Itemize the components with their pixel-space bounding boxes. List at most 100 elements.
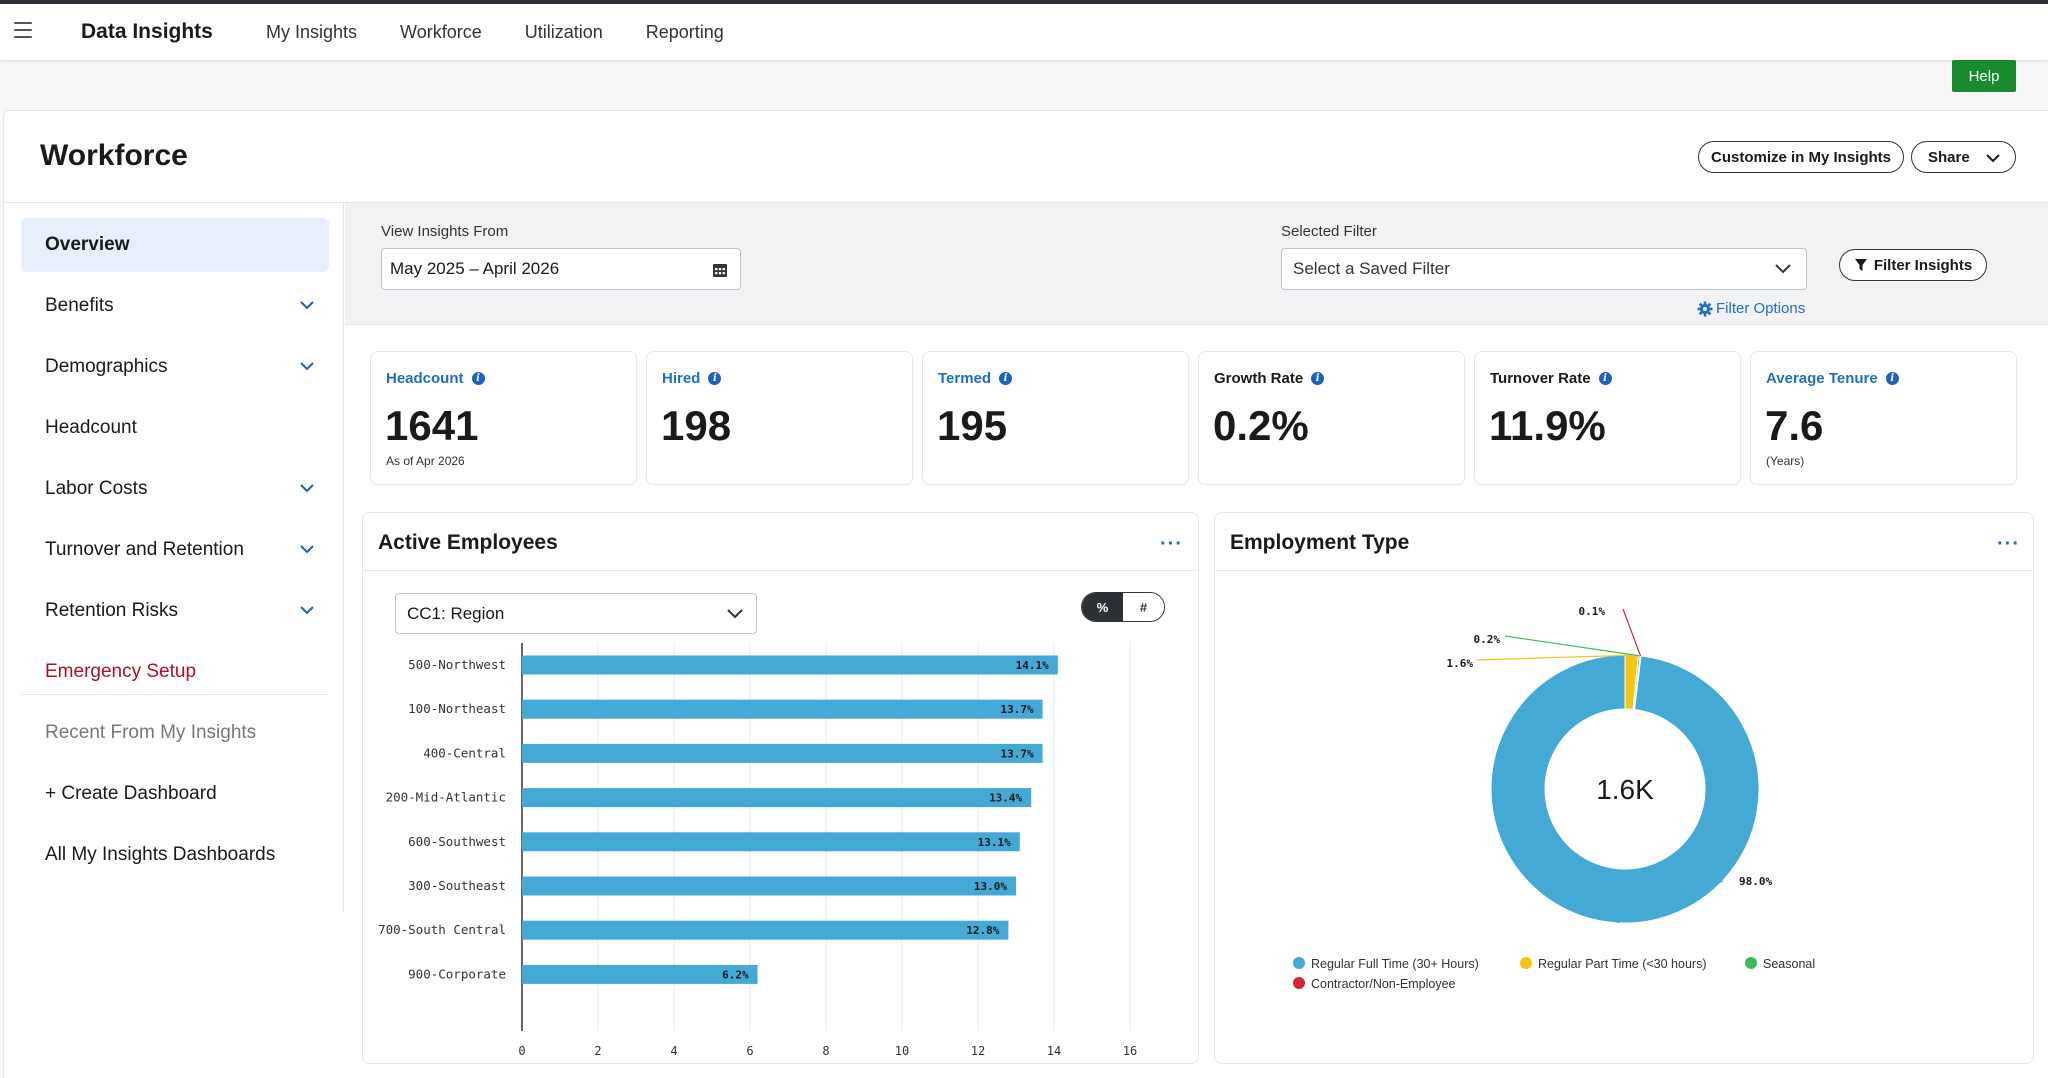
stat-label: Hired i xyxy=(662,370,722,387)
slice-data-label: 98.0% xyxy=(1739,875,1772,888)
stat-label: Growth Rate i xyxy=(1214,370,1325,387)
bar[interactable] xyxy=(522,920,1009,940)
nav-link-workforce[interactable]: Workforce xyxy=(400,22,482,42)
nav-link-utilization[interactable]: Utilization xyxy=(524,22,603,42)
create-dashboard-link[interactable]: + Create Dashboard xyxy=(21,767,329,821)
help-button[interactable]: Help xyxy=(1952,60,2016,92)
stat-label-text: Termed xyxy=(938,370,992,387)
legend-label[interactable]: Regular Full Time (30+ Hours) xyxy=(1311,957,1479,971)
employment-type-donut-chart: 1.6K 98.0% 1.6%0.2% 0.1% Regular Full Time (… xyxy=(1293,605,1815,991)
more-options-icon[interactable]: ··· xyxy=(1160,533,1183,555)
sidebar-item-labor-costs[interactable]: Labor Costs xyxy=(21,462,329,516)
chevron-down-icon xyxy=(1986,154,2000,163)
saved-filter-select[interactable]: Select a Saved Filter xyxy=(1281,248,1807,290)
info-icon[interactable]: i xyxy=(471,372,485,385)
category-label: 200-Mid-Atlantic xyxy=(386,790,506,805)
sidebar-item-label: Overview xyxy=(45,234,130,255)
sidebar-item-overview[interactable]: Overview xyxy=(21,218,329,272)
share-label: Share xyxy=(1928,148,1970,166)
more-options-icon[interactable]: ··· xyxy=(1997,533,2020,555)
legend-label[interactable]: Contractor/Non-Employee xyxy=(1311,977,1456,991)
info-icon[interactable]: i xyxy=(1311,372,1325,385)
pie-slice[interactable] xyxy=(1490,654,1760,924)
region-select-value: CC1: Region xyxy=(407,603,505,623)
stat-card-growth-rate: Growth Rate i 0.2% xyxy=(1198,351,1465,485)
menu-icon[interactable] xyxy=(14,22,32,38)
stat-subtext: (Years) xyxy=(1766,454,1805,468)
stat-label-text: Turnover Rate xyxy=(1490,370,1591,387)
sidebar-item-headcount[interactable]: Headcount xyxy=(21,401,329,455)
bar-data-label: 6.2% xyxy=(722,968,749,981)
active-employees-card: Active Employees ··· CC1: Region % # 0 2 4… xyxy=(362,512,1199,1064)
employment-type-card: Employment Type ··· 1.6K 98.0% 1.6% 0.2% 0.1… xyxy=(1214,512,2034,1064)
chart-title: Employment Type xyxy=(1230,531,1410,554)
legend-marker xyxy=(1293,977,1305,989)
percent-toggle-option[interactable]: % xyxy=(1082,593,1123,621)
region-select[interactable]: CC1: Region xyxy=(395,593,757,634)
stat-label-text: Hired xyxy=(662,370,701,387)
info-icon[interactable]: i xyxy=(708,372,722,385)
stat-label-text: Average Tenure xyxy=(1766,370,1878,387)
bar-data-label: 14.1% xyxy=(1016,659,1049,672)
stat-card-termed[interactable]: Termed i 195 xyxy=(922,351,1189,485)
sidebar-item-label: Retention Risks xyxy=(45,600,179,621)
sidebar-item-label: Emergency Setup xyxy=(45,661,197,682)
share-button[interactable]: Share xyxy=(1911,141,2016,173)
category-label: 600-Southwest xyxy=(408,834,506,849)
funnel-icon xyxy=(1854,259,1867,271)
x-tick-label: 2 xyxy=(594,1044,601,1058)
date-range-input[interactable]: May 2025 – April 2026 xyxy=(381,248,741,290)
category-label: 900-Corporate xyxy=(408,966,506,981)
chevron-down-icon xyxy=(300,301,314,310)
bar-data-label: 13.7% xyxy=(1000,747,1033,760)
bar[interactable] xyxy=(522,743,1043,763)
bar[interactable] xyxy=(522,876,1016,896)
slice-data-label: 0.2% xyxy=(1474,633,1501,646)
info-icon[interactable]: i xyxy=(1885,372,1899,385)
bar-data-label: 12.8% xyxy=(966,924,999,937)
sidebar-item-label: Labor Costs xyxy=(45,478,148,499)
sidebar-item-turnover-retention[interactable]: Turnover and Retention xyxy=(21,523,329,577)
sidebar-item-benefits[interactable]: Benefits xyxy=(21,279,329,333)
filter-insights-button[interactable]: Filter Insights xyxy=(1839,249,1987,281)
category-label: 700-South Central xyxy=(378,922,506,937)
stat-label: Headcount i xyxy=(386,370,485,387)
stat-card-turnover-rate: Turnover Rate i 11.9% xyxy=(1474,351,1741,485)
sidebar-item-demographics[interactable]: Demographics xyxy=(21,340,329,394)
sidebar: Overview Benefits Demographics Headcount… xyxy=(4,203,344,913)
sidebar-item-emergency-setup[interactable]: Emergency Setup xyxy=(21,645,329,699)
bar[interactable] xyxy=(522,699,1043,719)
bar[interactable] xyxy=(522,655,1058,675)
sidebar-item-retention-risks[interactable]: Retention Risks xyxy=(21,584,329,638)
sidebar-item-label: All My Insights Dashboards xyxy=(45,844,276,865)
chevron-down-icon xyxy=(300,606,314,615)
customize-button[interactable]: Customize in My Insights xyxy=(1698,141,1904,173)
chevron-down-icon xyxy=(300,484,314,493)
bar[interactable] xyxy=(522,832,1020,852)
stat-card-headcount[interactable]: Headcount i 1641 As of Apr 2026 xyxy=(370,351,637,485)
all-dashboards-link[interactable]: All My Insights Dashboards xyxy=(21,828,329,882)
filter-options-link[interactable]: Filter Options xyxy=(1697,300,1805,317)
stat-card-average-tenure[interactable]: Average Tenure i 7.6 (Years) xyxy=(1750,351,2017,485)
selected-filter-label: Selected Filter xyxy=(1281,223,1377,240)
date-range-value: May 2025 – April 2026 xyxy=(390,259,560,278)
nav-link-my-insights[interactable]: My Insights xyxy=(266,22,358,42)
filter-insights-label: Filter Insights xyxy=(1873,256,1973,274)
top-accent-line xyxy=(0,0,2048,4)
count-toggle-option[interactable]: # xyxy=(1123,593,1164,621)
legend-label[interactable]: Regular Part Time (<30 hours) xyxy=(1538,957,1706,971)
info-icon[interactable]: i xyxy=(999,372,1013,385)
stat-value: 11.9% xyxy=(1489,402,1606,449)
header-divider xyxy=(4,202,2048,203)
bar[interactable] xyxy=(522,964,758,984)
legend-marker xyxy=(1293,957,1305,969)
x-tick-label: 16 xyxy=(1123,1044,1137,1058)
legend-label[interactable]: Seasonal xyxy=(1763,957,1815,971)
info-icon[interactable]: i xyxy=(1598,372,1612,385)
nav-links: My Insights Workforce Utilization Report… xyxy=(266,22,767,43)
stat-card-hired[interactable]: Hired i 198 xyxy=(646,351,913,485)
bar[interactable] xyxy=(522,788,1032,808)
nav-link-reporting[interactable]: Reporting xyxy=(645,22,724,42)
x-tick-label: 8 xyxy=(822,1044,829,1058)
stat-value: 0.2% xyxy=(1213,402,1309,449)
